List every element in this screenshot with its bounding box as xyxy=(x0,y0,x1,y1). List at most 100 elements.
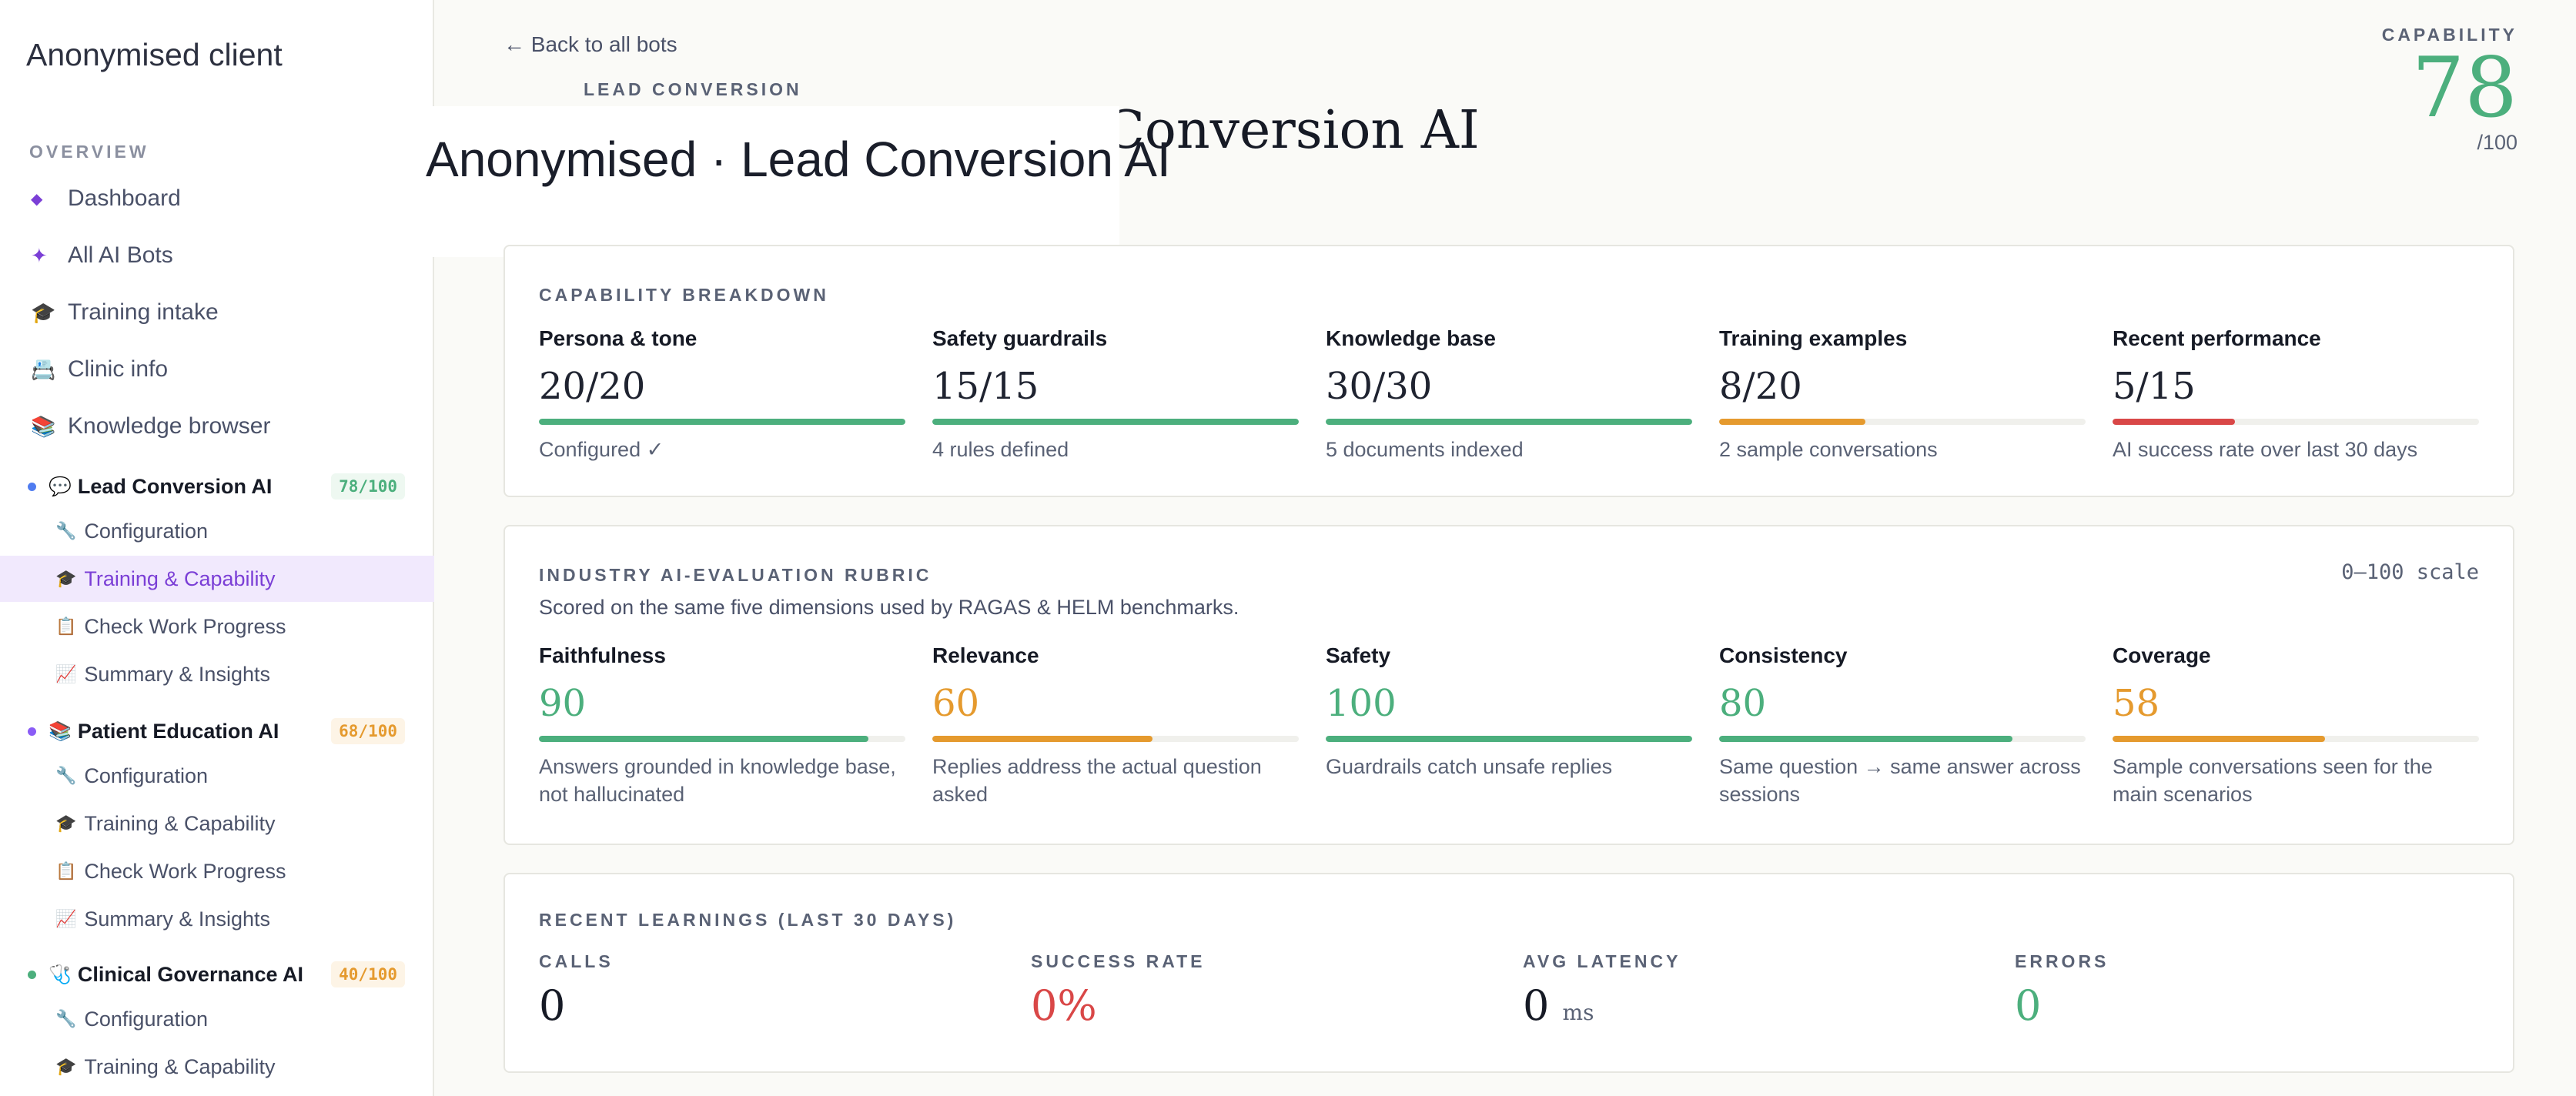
bot-name: Patient Education AI xyxy=(77,719,279,743)
metric-note: Answers grounded in knowledge base, not … xyxy=(539,755,896,807)
bot-3-training-capability[interactable]: 🎓 Training & Capability xyxy=(0,1044,434,1090)
metric-recent-performance: Recent performance 5/15 AI success rate … xyxy=(2113,326,2479,463)
graduation-cap-icon: 🎓 xyxy=(55,1057,77,1076)
bot-lead-conversion[interactable]: 💬 Lead Conversion AI 78/100 xyxy=(28,466,413,506)
metric-note: Sample conversations seen for the main s… xyxy=(2113,755,2433,807)
sub-item-label: Summary & Insights xyxy=(84,907,270,931)
overlay-title: Anonymised · Lead Conversion AI xyxy=(426,132,1171,187)
bot-1-summary-insights[interactable]: 📈 Summary & Insights xyxy=(0,651,434,697)
stat-errors: ERRORS 0 xyxy=(2015,951,2109,1030)
metric-name: Relevance xyxy=(932,643,1039,667)
stat-calls: CALLS 0 xyxy=(539,951,614,1030)
wrench-icon: 🔧 xyxy=(55,766,77,785)
scale-label: 0–100 scale xyxy=(2341,560,2479,584)
nav-label: Dashboard xyxy=(68,185,181,211)
sparkle-icon: ✦ xyxy=(31,243,48,267)
metric-name: Knowledge base xyxy=(1326,326,1496,350)
card-title: CAPABILITY BREAKDOWN xyxy=(539,285,829,305)
client-name: Anonymised client xyxy=(26,37,283,72)
nav-dashboard[interactable]: ◆ Dashboard xyxy=(31,177,181,220)
metric-note: 4 rules defined xyxy=(932,438,1069,461)
bot-2-summary-insights[interactable]: 📈 Summary & Insights xyxy=(0,896,434,942)
sub-item-label: Summary & Insights xyxy=(84,662,270,686)
metric-name: Training examples xyxy=(1719,326,1908,350)
metric-persona-tone: Persona & tone 20/20 Configured ✓ xyxy=(539,326,905,463)
title-overlay xyxy=(422,106,1119,257)
bot-clinical-governance[interactable]: 🩺 Clinical Governance AI 40/100 xyxy=(28,954,413,994)
progress-bar xyxy=(2113,419,2479,425)
metric-value: 8/20 xyxy=(1719,365,1802,408)
nav-label: Knowledge browser xyxy=(68,413,271,439)
metric-knowledge-base: Knowledge base 30/30 5 documents indexed xyxy=(1326,326,1692,463)
nav-clinic-info[interactable]: 📇 Clinic info xyxy=(31,348,168,391)
bot-name: Lead Conversion AI xyxy=(77,474,273,498)
stat-label: AVG LATENCY xyxy=(1523,951,1681,971)
metric-note: Same question → same answer across sessi… xyxy=(1719,755,2081,807)
stat-success-rate: SUCCESS RATE 0% xyxy=(1031,951,1206,1030)
progress-bar xyxy=(2113,736,2479,742)
metric-name: Recent performance xyxy=(2113,326,2321,350)
stat-unit: ms xyxy=(1562,1000,1594,1025)
progress-bar xyxy=(539,419,905,425)
graduation-cap-icon: 🎓 xyxy=(55,569,77,588)
metric-value: 90 xyxy=(539,682,587,725)
speech-bubble-icon: 💬 xyxy=(49,476,72,497)
nav-label: Clinic info xyxy=(68,356,169,382)
books-icon: 📚 xyxy=(49,720,72,742)
rubric-safety: Safety 100 Guardrails catch unsafe repli… xyxy=(1326,643,1692,780)
metric-name: Consistency xyxy=(1719,643,1848,667)
status-dot xyxy=(28,727,36,736)
capability-max: /100 xyxy=(2477,131,2517,154)
score-badge: 40/100 xyxy=(331,961,405,987)
bot-patient-education[interactable]: 📚 Patient Education AI 68/100 xyxy=(28,711,413,751)
progress-bar xyxy=(932,736,1299,742)
metric-value: 60 xyxy=(932,682,980,725)
chart-up-icon: 📈 xyxy=(55,664,77,683)
bot-1-training-capability[interactable]: 🎓 Training & Capability xyxy=(0,556,434,602)
bot-1-configuration[interactable]: 🔧 Configuration xyxy=(0,508,434,554)
bot-2-check-work-progress[interactable]: 📋 Check Work Progress xyxy=(0,848,434,894)
stethoscope-icon: 🩺 xyxy=(49,964,72,985)
progress-fill xyxy=(1719,736,2012,742)
rubric-coverage: Coverage 58 Sample conversations seen fo… xyxy=(2113,643,2479,809)
bot-1-check-work-progress[interactable]: 📋 Check Work Progress xyxy=(0,603,434,650)
sub-item-label: Training & Capability xyxy=(84,811,276,835)
diamond-icon: ◆ xyxy=(31,190,43,208)
bot-2-training-capability[interactable]: 🎓 Training & Capability xyxy=(0,800,434,847)
bot-name: Clinical Governance AI xyxy=(77,962,303,986)
metric-note: 2 sample conversations xyxy=(1719,438,1938,461)
score-badge: 78/100 xyxy=(331,473,405,500)
back-to-all-bots-link[interactable]: ← Back to all bots xyxy=(503,32,677,56)
progress-fill xyxy=(932,419,1299,425)
evaluation-rubric-card: INDUSTRY AI-EVALUATION RUBRIC 0–100 scal… xyxy=(503,525,2514,845)
sub-item-label: Training & Capability xyxy=(84,566,276,590)
metric-name: Safety guardrails xyxy=(932,326,1108,350)
metric-note: 5 documents indexed xyxy=(1326,438,1524,461)
bot-3-configuration[interactable]: 🔧 Configuration xyxy=(0,996,434,1042)
progress-fill xyxy=(539,736,869,742)
metric-note: Replies address the actual question aske… xyxy=(932,755,1262,807)
progress-bar xyxy=(1326,419,1692,425)
stat-value: 0% xyxy=(1031,981,1097,1030)
nav-training-intake[interactable]: 🎓 Training intake xyxy=(31,291,219,334)
progress-fill xyxy=(1326,736,1692,742)
graduation-cap-icon: 🎓 xyxy=(55,814,77,833)
metric-note: AI success rate over last 30 days xyxy=(2113,438,2418,461)
nav-knowledge-browser[interactable]: 📚 Knowledge browser xyxy=(31,405,270,448)
progress-bar xyxy=(1719,736,2086,742)
metric-note: Guardrails catch unsafe replies xyxy=(1326,755,1613,778)
stat-label: SUCCESS RATE xyxy=(1031,951,1206,971)
metric-value: 20/20 xyxy=(539,365,646,408)
overview-section-label: OVERVIEW xyxy=(29,142,149,162)
bot-2-configuration[interactable]: 🔧 Configuration xyxy=(0,753,434,799)
card-title: INDUSTRY AI-EVALUATION RUBRIC xyxy=(539,565,932,585)
stat-avg-latency: AVG LATENCY 0 ms xyxy=(1523,951,1681,1030)
progress-bar xyxy=(1719,419,2086,425)
metric-value: 80 xyxy=(1719,682,1767,725)
score-badge: 68/100 xyxy=(331,718,405,744)
nav-all-ai-bots[interactable]: ✦ All AI Bots xyxy=(31,234,173,277)
sub-item-label: Check Work Progress xyxy=(84,859,286,883)
progress-bar xyxy=(539,736,905,742)
metric-name: Coverage xyxy=(2113,643,2211,667)
progress-bar xyxy=(1326,736,1692,742)
